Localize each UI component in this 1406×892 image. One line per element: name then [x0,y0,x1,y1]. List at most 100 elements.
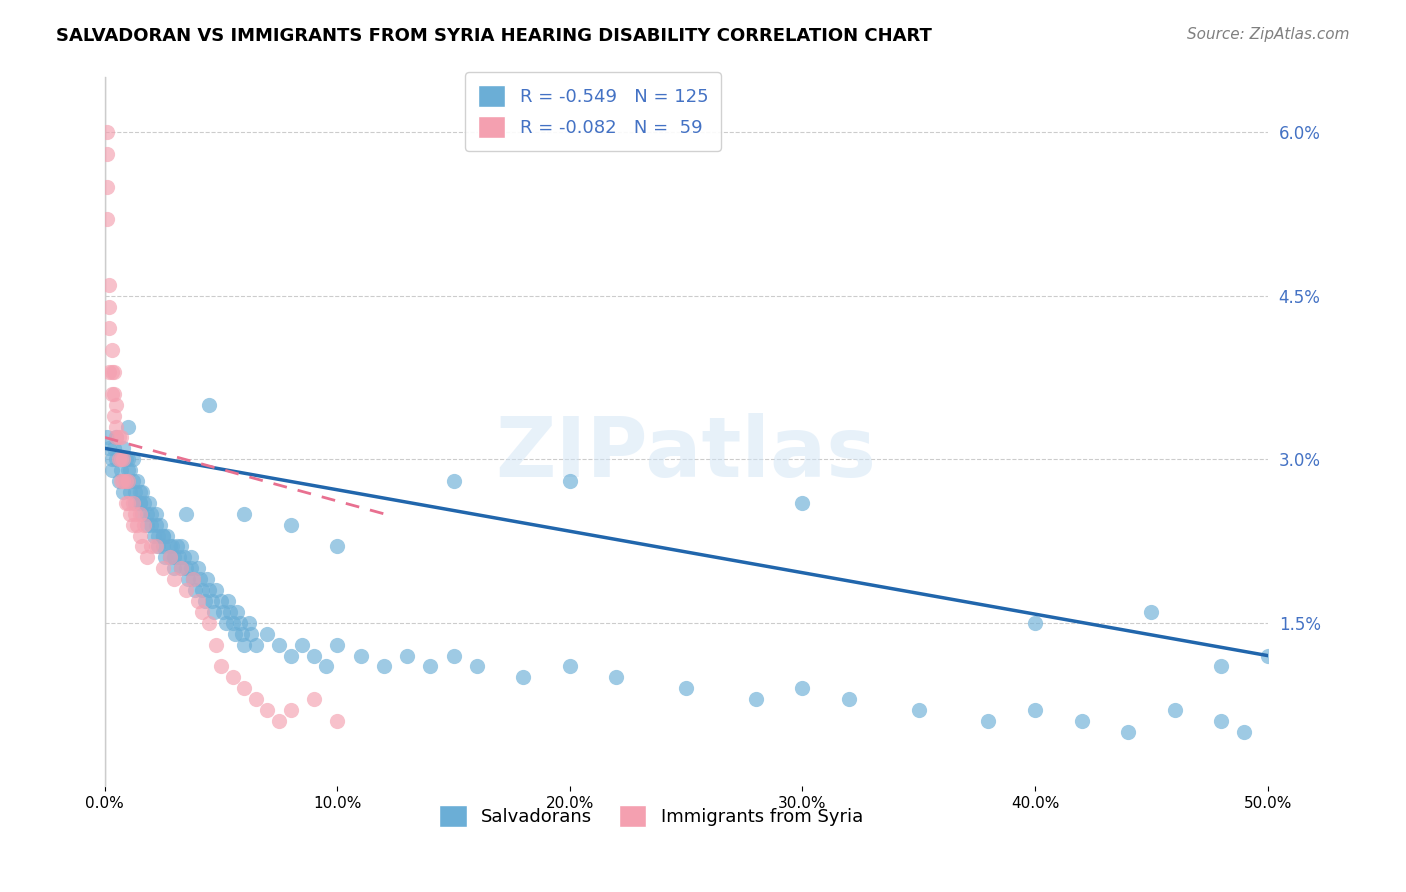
Point [209,594,232,608]
Point [558,659,581,673]
Point [114,452,136,467]
Point [167,550,190,565]
Point [105,430,128,444]
Point [124,496,146,510]
Point [349,648,371,663]
Point [96,146,118,161]
Point [195,572,218,586]
Point [180,561,202,575]
Point [605,670,627,684]
Point [224,626,246,640]
Point [269,638,291,652]
Point [1116,725,1139,739]
Point [1070,714,1092,728]
Point [98,442,121,456]
Point [291,638,314,652]
Point [110,463,132,477]
Point [233,681,256,696]
Point [198,398,221,412]
Point [177,572,200,586]
Point [219,605,242,619]
Point [114,474,136,488]
Point [1209,659,1232,673]
Point [188,572,211,586]
Point [221,670,243,684]
Point [100,365,122,379]
Point [146,540,169,554]
Point [124,485,146,500]
Point [233,507,256,521]
Point [124,507,146,521]
Point [156,528,179,542]
Point [98,277,121,292]
Point [145,517,167,532]
Point [256,626,278,640]
Point [96,179,118,194]
Point [1024,615,1046,630]
Point [1233,725,1256,739]
Point [212,605,235,619]
Point [174,561,197,575]
Point [110,452,132,467]
Point [194,594,217,608]
Point [512,670,534,684]
Point [214,615,236,630]
Point [152,528,174,542]
Point [180,550,202,565]
Point [1163,703,1185,717]
Point [141,517,163,532]
Point [201,594,224,608]
Point [205,583,228,598]
Point [120,485,142,500]
Point [166,540,188,554]
Point [231,626,253,640]
Point [170,561,193,575]
Point [326,714,349,728]
Point [395,648,418,663]
Point [443,474,465,488]
Point [838,692,860,706]
Point [159,550,181,565]
Point [977,714,1000,728]
Point [174,507,197,521]
Point [245,692,267,706]
Point [152,540,174,554]
Point [141,540,163,554]
Point [121,496,143,510]
Point [198,615,221,630]
Point [205,638,228,652]
Point [121,452,143,467]
Point [127,474,149,488]
Point [105,398,128,412]
Point [107,452,129,467]
Point [103,442,125,456]
Point [103,365,125,379]
Point [443,648,465,663]
Point [117,419,139,434]
Point [135,517,157,532]
Point [131,540,153,554]
Point [138,496,160,510]
Point [105,419,128,434]
Point [1024,703,1046,717]
Point [98,300,121,314]
Point [170,561,193,575]
Point [419,659,441,673]
Point [159,540,181,554]
Point [226,605,249,619]
Point [191,605,214,619]
Point [141,507,163,521]
Point [128,507,150,521]
Point [159,550,181,565]
Point [105,430,128,444]
Point [100,463,122,477]
Point [280,517,302,532]
Point [745,692,768,706]
Point [103,409,125,423]
Point [280,703,302,717]
Point [134,496,156,510]
Point [128,496,150,510]
Point [112,452,135,467]
Point [202,605,225,619]
Point [302,692,325,706]
